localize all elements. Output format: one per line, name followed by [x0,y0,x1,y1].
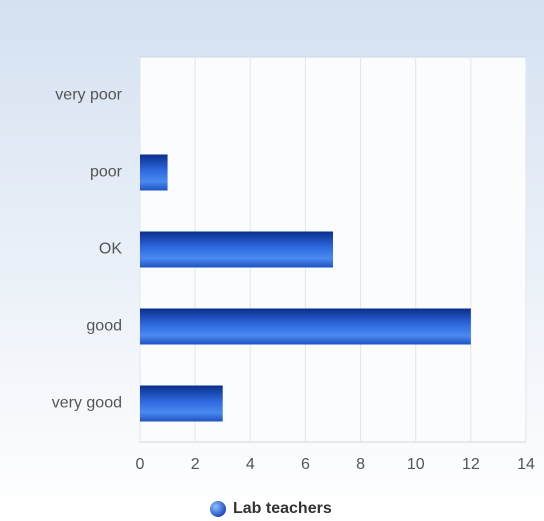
x-tick-label: 10 [407,456,425,473]
bar [140,308,471,345]
x-tick-label: 0 [136,456,145,473]
legend-marker [210,501,226,517]
y-tick-label: very poor [55,87,122,104]
x-tick-label: 12 [462,456,480,473]
x-tick-label: 4 [246,456,255,473]
x-tick-label: 2 [191,456,200,473]
y-tick-label: good [86,318,122,335]
x-tick-label: 6 [301,456,310,473]
bar [140,385,223,422]
y-tick-label: very good [52,395,122,412]
y-tick-label: poor [90,164,123,181]
bar [140,231,333,268]
x-tick-label: 14 [517,456,535,473]
y-tick-label: OK [99,241,122,258]
legend-label: Lab teachers [233,500,332,517]
bar [140,154,168,191]
x-tick-label: 8 [356,456,365,473]
